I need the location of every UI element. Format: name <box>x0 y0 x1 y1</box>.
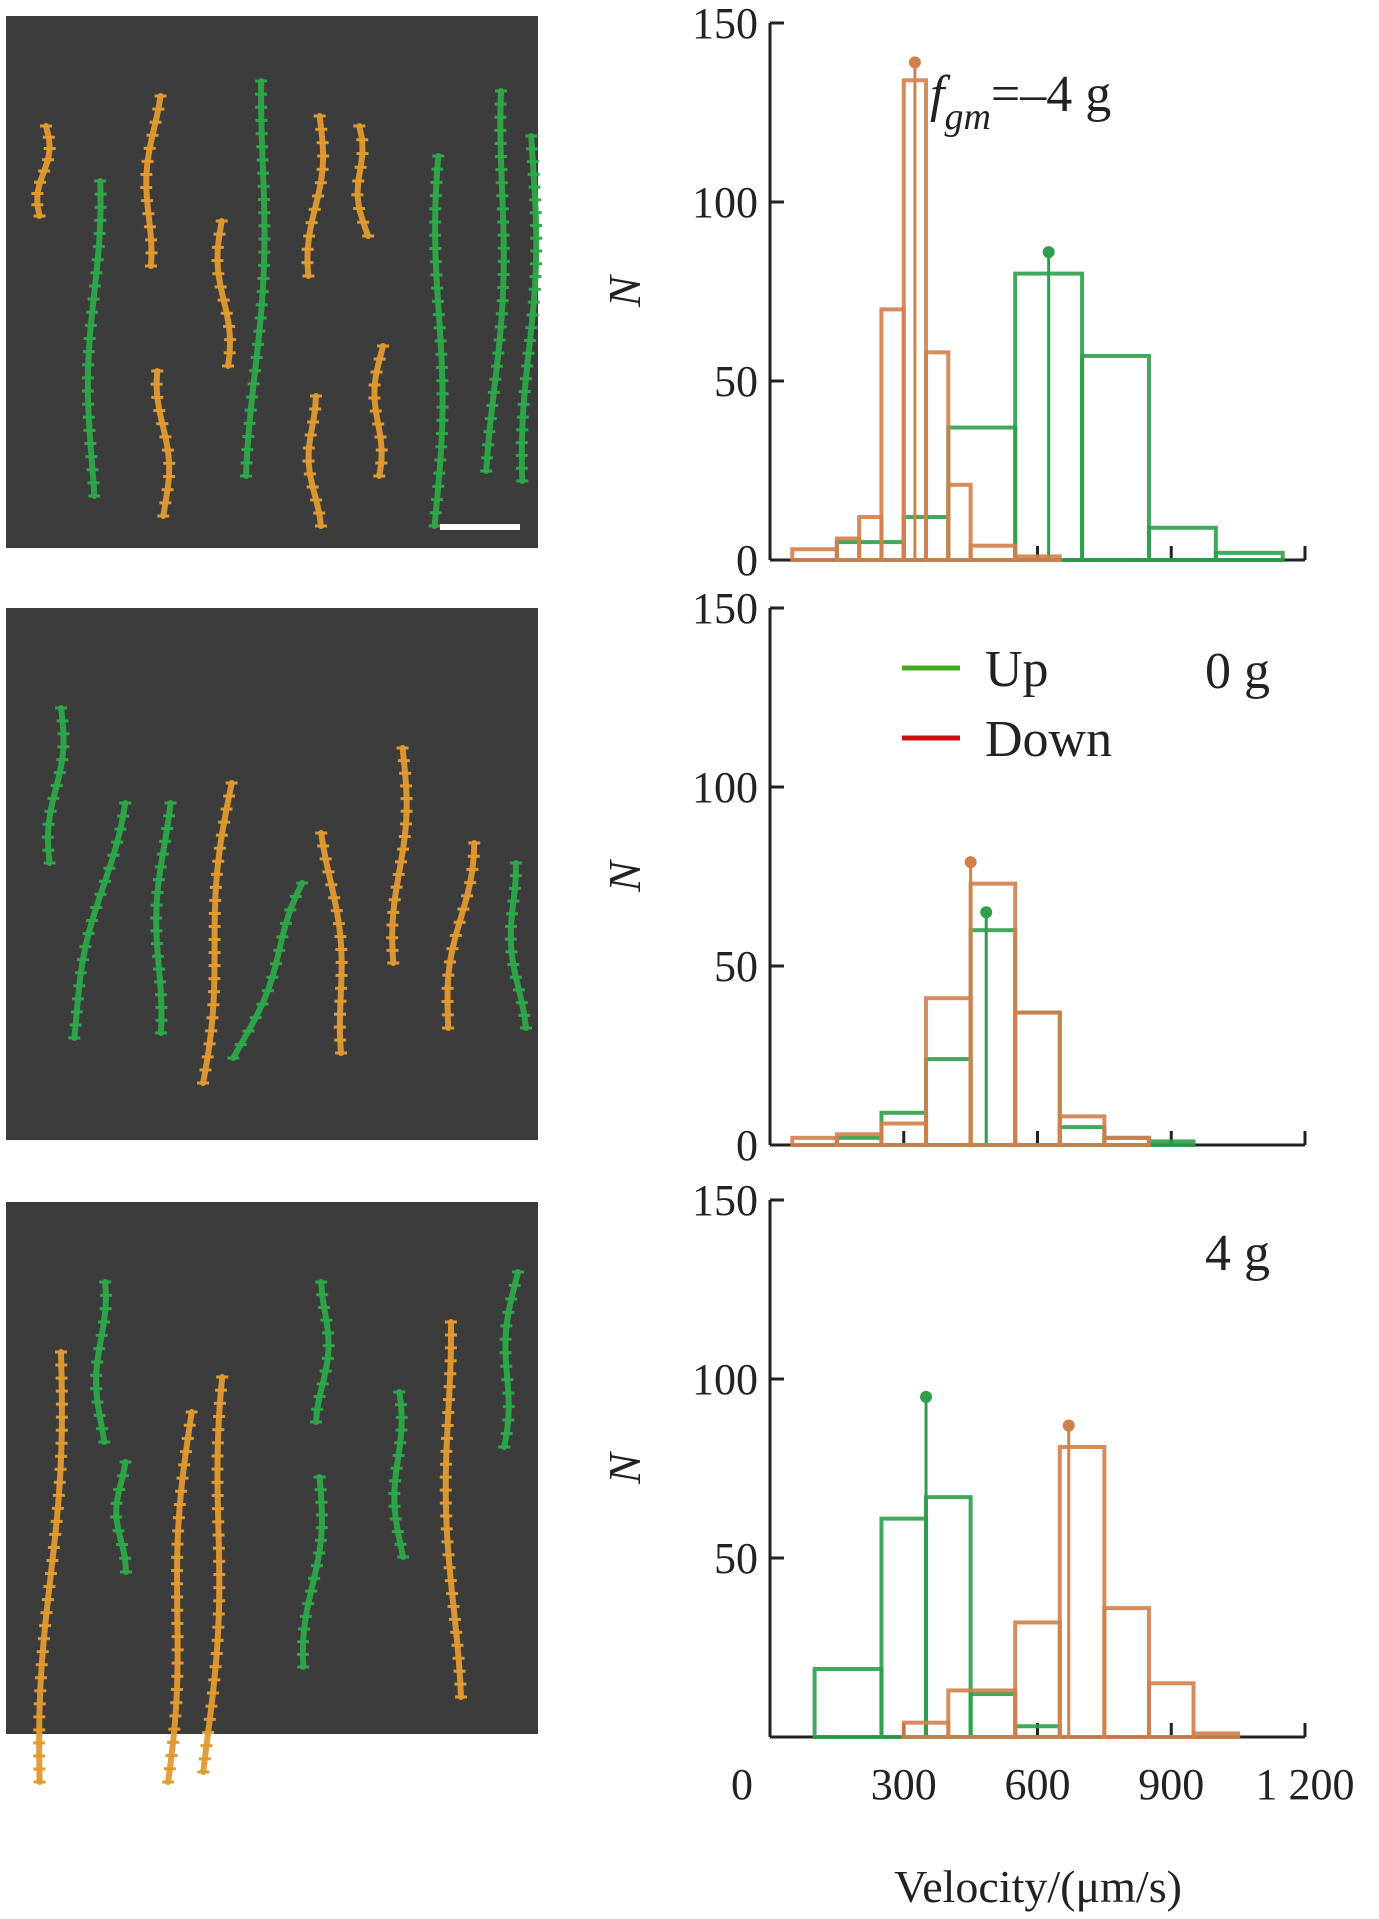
histogram-bar <box>1080 353 1151 562</box>
track-image-bottom <box>6 1202 538 1734</box>
track-line <box>391 1389 407 1560</box>
x-tick-label: 600 <box>1005 1760 1071 1809</box>
histogram-bar <box>968 928 1018 1148</box>
track-line <box>318 830 345 1056</box>
track-line <box>299 1474 325 1670</box>
legend-label-up: Up <box>985 641 1049 698</box>
series-up <box>812 1390 1062 1740</box>
y-tick-label: 100 <box>692 763 758 812</box>
histogram-bar <box>790 1135 839 1147</box>
x-tick-label: 0 <box>731 1760 753 1809</box>
track-line <box>483 88 507 474</box>
mean-marker <box>908 56 921 69</box>
track-line <box>389 745 410 966</box>
histogram-bar <box>946 425 1018 563</box>
track-line <box>313 1279 332 1425</box>
track-image-middle <box>6 608 538 1140</box>
y-tick-label: 0 <box>736 1121 758 1170</box>
y-axis-label: N <box>599 859 650 893</box>
track-overlays <box>31 78 543 1785</box>
mean-marker <box>964 856 977 869</box>
histogram-bar <box>1102 1606 1151 1739</box>
y-tick-label: 50 <box>714 1534 758 1583</box>
legend-label-down: Down <box>985 711 1112 768</box>
y-tick-label: 100 <box>692 178 758 227</box>
histogram-bar <box>1013 554 1062 562</box>
y-tick-label: 50 <box>714 357 758 406</box>
histogram-bar <box>1102 1135 1151 1147</box>
histogram-bar <box>879 1516 929 1739</box>
track-line <box>230 880 306 1061</box>
mean-marker <box>1042 246 1055 259</box>
y-axis-label: N <box>599 274 650 308</box>
histogram-bar <box>1213 550 1285 563</box>
mean-marker <box>920 1390 933 1403</box>
histogram-bar <box>946 482 973 563</box>
histogram-bar <box>1057 1125 1107 1147</box>
histogram-bar <box>857 515 884 562</box>
histogram-bar <box>1013 1010 1062 1147</box>
y-tick-label: 100 <box>692 1355 758 1404</box>
track-line <box>36 1349 65 1785</box>
track-line <box>71 800 129 1041</box>
mean-marker <box>1062 1419 1075 1432</box>
mean-marker <box>980 906 993 919</box>
y-axis-label: N <box>599 1451 650 1485</box>
histogram-bar <box>924 996 973 1147</box>
track-line <box>153 368 173 519</box>
series-down <box>790 56 1062 563</box>
track-line <box>200 780 235 1086</box>
histogram-bar <box>1146 1681 1196 1740</box>
series-down <box>790 856 1151 1148</box>
y-tick-label: 50 <box>714 942 758 991</box>
chart-bottom: 50 100 150 N 4 g 0 300 600 900 1 200 Velocity/(μm/… <box>599 1176 1355 1912</box>
track-line <box>518 133 540 484</box>
histogram-bar <box>924 1057 973 1147</box>
histogram-bar <box>1057 1114 1107 1147</box>
x-tick-label: 300 <box>871 1760 937 1809</box>
y-tick-label: 150 <box>692 1176 758 1225</box>
histogram-bar <box>968 543 1018 562</box>
x-tick-label: 1 200 <box>1256 1760 1355 1809</box>
histogram-bar <box>812 1666 884 1739</box>
panel-annotation: 4 g <box>1205 1225 1270 1282</box>
histogram-bar <box>1146 1139 1196 1148</box>
track-line <box>501 1269 522 1450</box>
y-tick-label: 150 <box>692 0 758 48</box>
track-line <box>143 93 164 269</box>
histogram-bar <box>834 540 906 562</box>
histogram-bar <box>946 1688 1018 1739</box>
y-tick-label: 150 <box>692 584 758 633</box>
histogram-bar <box>1191 1731 1241 1740</box>
histogram-bar <box>968 881 1018 1147</box>
panel-annotation: fgm=–4 g <box>930 66 1111 138</box>
y-tick-label: 0 <box>736 536 758 585</box>
x-axis-label: Velocity/(μm/s) <box>894 1861 1182 1912</box>
histogram-bar <box>790 547 839 563</box>
chart-middle: 0 50 100 150 N 0 g Up Down <box>599 584 1307 1170</box>
histogram-bar <box>1013 1010 1062 1147</box>
panel-annotation: 0 g <box>1205 643 1270 700</box>
histogram-bar <box>879 307 906 562</box>
histogram-bar <box>1013 1620 1062 1739</box>
track-line <box>214 218 234 369</box>
x-tick-label: 900 <box>1138 1760 1204 1809</box>
track-line <box>442 1319 464 1700</box>
track-line <box>507 860 529 1031</box>
histogram-bar <box>968 1692 1018 1740</box>
series-down <box>901 1419 1241 1740</box>
histogram-bar <box>924 350 951 562</box>
histogram-bar <box>1146 525 1218 563</box>
histogram-bar <box>1057 1445 1107 1740</box>
